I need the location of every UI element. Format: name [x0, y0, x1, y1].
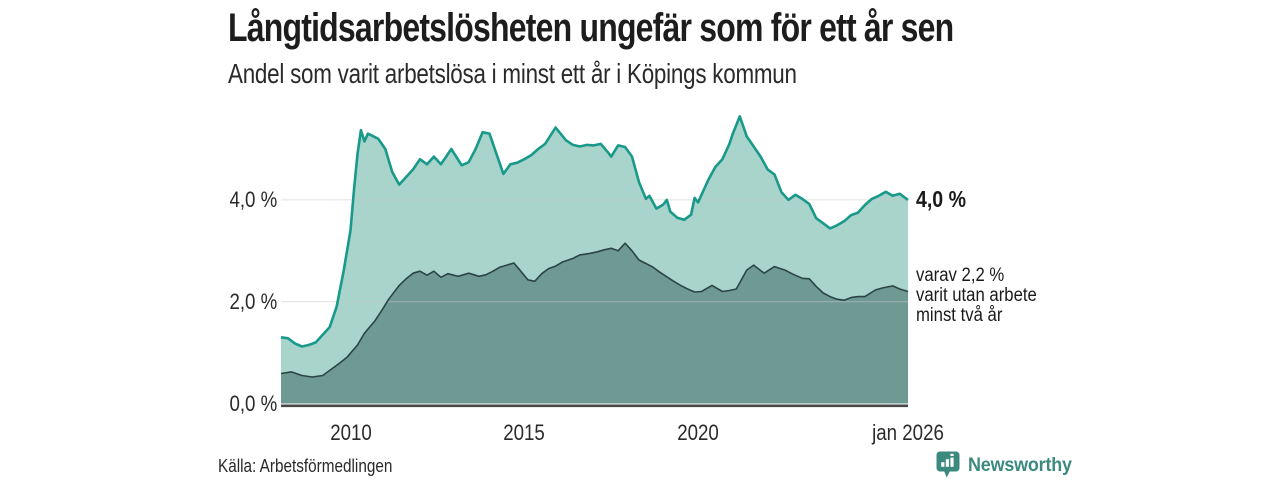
x-tick-label: jan 2026	[872, 420, 944, 445]
y-tick-label: 0,0 %	[229, 390, 277, 416]
minst-tva-ar-line	[280, 242, 909, 378]
minst-tva-ar-area	[281, 243, 908, 404]
x-tick-label: 2020	[677, 420, 719, 445]
series-end-label: 4,0 %	[916, 185, 967, 212]
x-tick-label: 2015	[503, 420, 546, 445]
y-tick-label: 4,0 %	[229, 186, 277, 212]
chart-subtitle: Andel som varit arbetslösa i minst ett å…	[228, 58, 797, 89]
source-note: Källa: Arbetsförmedlingen	[218, 456, 393, 476]
brand-logo: Newsworthy	[936, 451, 1081, 479]
x-tick-label: 2010	[329, 420, 372, 445]
series-end-label: varav 2,2 % varit utan arbete minst två …	[916, 264, 1037, 326]
brand-wordmark: Newsworthy	[968, 453, 1072, 476]
newsworthy-icon	[936, 451, 960, 478]
total-minst-ett-ar-line	[280, 115, 909, 348]
page-title: Långtidsarbetslösheten ungefär som för e…	[228, 6, 954, 50]
y-tick-label: 2,0 %	[229, 288, 277, 314]
